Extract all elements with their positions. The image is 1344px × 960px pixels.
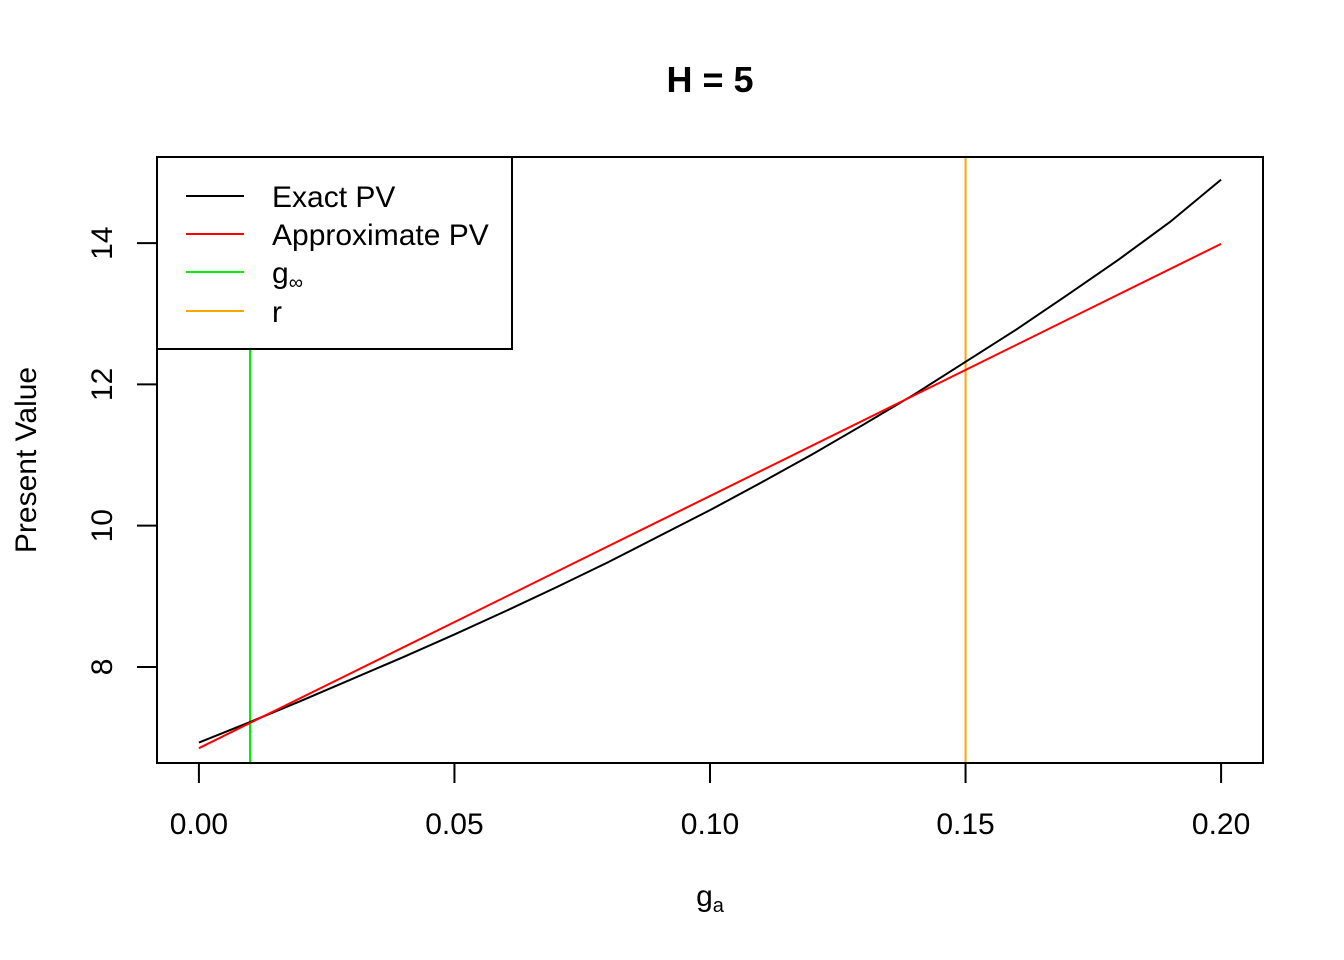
x-axis-label: ga	[696, 880, 725, 917]
x-tick-label: 0.10	[681, 808, 739, 841]
legend-label-approximate-pv: Approximate PV	[272, 219, 489, 252]
legend-label-g-infinity: g∞	[272, 257, 303, 294]
x-tick-label: 0.15	[936, 808, 994, 841]
legend: Exact PV Approximate PV g∞r	[156, 156, 513, 350]
y-tick-label: 10	[86, 509, 119, 542]
x-tick-label: 0.05	[425, 808, 483, 841]
y-tick-label: 8	[86, 659, 119, 676]
legend-label-exact-pv: Exact PV	[272, 181, 395, 214]
x-axis: 0.00 0.05 0.10 0.15 0.20	[170, 762, 1250, 841]
x-tick-label: 0.20	[1192, 808, 1250, 841]
legend-label-r: r	[272, 296, 282, 329]
svg-text:Present Value: Present Value	[10, 367, 43, 553]
y-tick-label: 12	[86, 368, 119, 401]
y-tick-label: 14	[86, 226, 119, 259]
series-approximate-pv	[198, 242, 1222, 750]
y-axis-label: Present Value	[10, 367, 43, 553]
chart-title: H = 5	[666, 59, 753, 100]
x-tick-label: 0.00	[170, 808, 228, 841]
y-axis: 8 10 12 14	[86, 226, 158, 676]
plot-box	[156, 156, 1264, 764]
series-exact-pv	[198, 178, 1222, 744]
legend-box	[156, 156, 513, 350]
